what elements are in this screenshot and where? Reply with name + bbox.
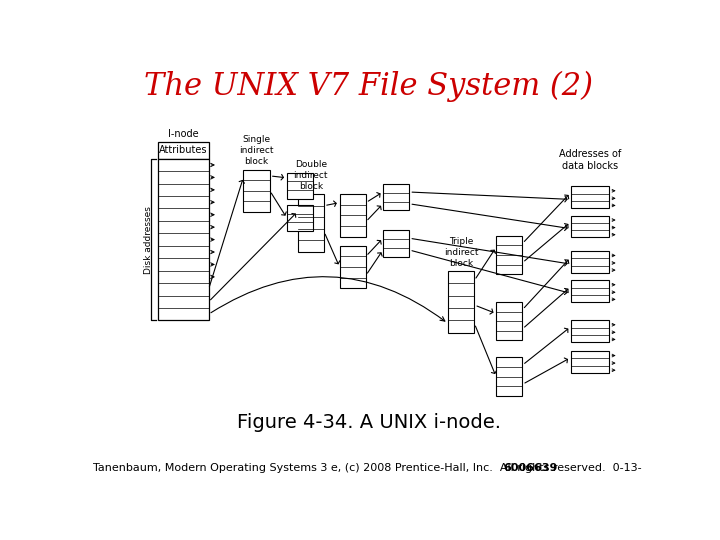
Bar [570, 320, 609, 342]
Bar [340, 194, 366, 237]
Bar [496, 357, 523, 396]
Text: I-node: I-node [168, 130, 199, 139]
Bar [158, 142, 209, 159]
Bar [383, 184, 409, 211]
Text: Triple
indirect
block: Triple indirect block [444, 237, 479, 268]
Text: Attributes: Attributes [159, 145, 207, 156]
Bar [570, 280, 609, 302]
Bar [287, 173, 313, 199]
Bar [496, 302, 523, 340]
Bar [570, 186, 609, 208]
Text: Tanenbaum, Modern Operating Systems 3 e, (c) 2008 Prentice-Hall, Inc.  All right: Tanenbaum, Modern Operating Systems 3 e,… [93, 462, 642, 472]
Bar [287, 205, 313, 231]
Bar [297, 194, 324, 252]
Text: The UNIX V7 File System (2): The UNIX V7 File System (2) [145, 71, 593, 102]
Bar [243, 170, 270, 212]
Text: 6006639: 6006639 [503, 462, 557, 472]
Bar [383, 231, 409, 256]
Text: Disk addresses: Disk addresses [143, 206, 153, 274]
Text: Figure 4-34. A UNIX i-node.: Figure 4-34. A UNIX i-node. [237, 413, 501, 432]
Bar [158, 159, 209, 320]
Bar [570, 351, 609, 373]
Bar [570, 251, 609, 273]
Text: Addresses of
data blocks: Addresses of data blocks [559, 148, 621, 171]
Bar [340, 246, 366, 288]
Text: Double
indirect
block: Double indirect block [294, 160, 328, 191]
Bar [496, 236, 523, 274]
Text: Single
indirect
block: Single indirect block [239, 135, 274, 166]
Bar [448, 271, 474, 333]
Bar [570, 215, 609, 237]
